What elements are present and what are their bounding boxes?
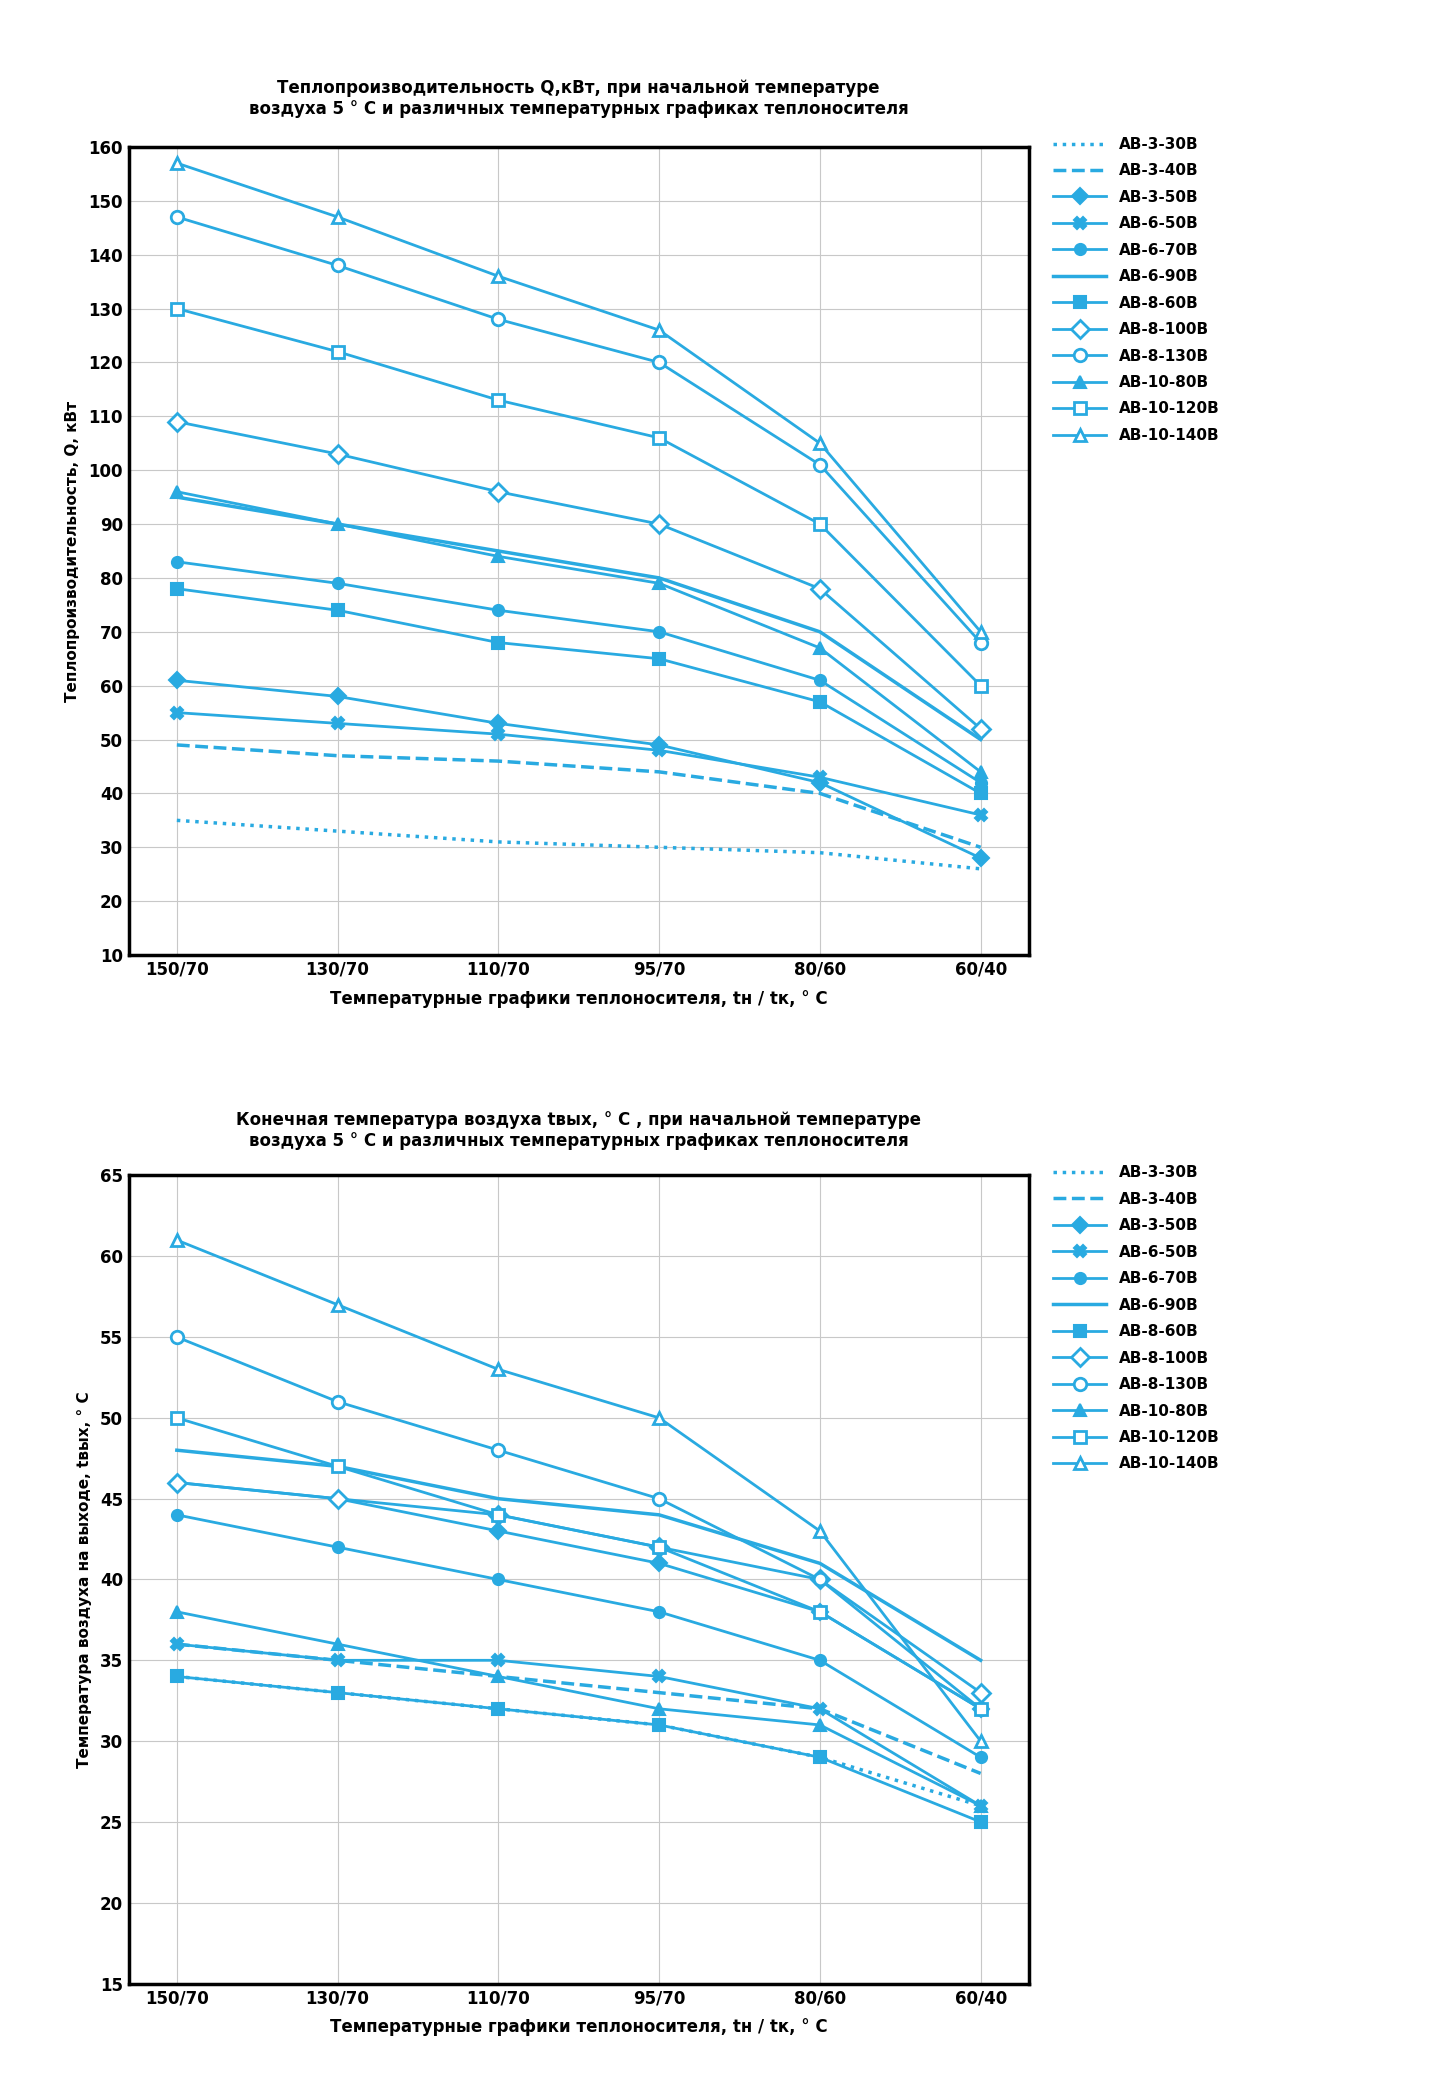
Legend: АВ-3-30В, АВ-3-40В, АВ-3-50В, АВ-6-50В, АВ-6-70В, АВ-6-90В, АВ-8-60В, АВ-8-100В,: АВ-3-30В, АВ-3-40В, АВ-3-50В, АВ-6-50В, … bbox=[1047, 130, 1226, 449]
Y-axis label: Температура воздуха на выходе, tвых, ° С: Температура воздуха на выходе, tвых, ° С bbox=[77, 1392, 91, 1767]
X-axis label: Температурные графики теплоносителя, tн / tк, ° С: Температурные графики теплоносителя, tн … bbox=[330, 2019, 827, 2036]
X-axis label: Температурные графики теплоносителя, tн / tк, ° С: Температурные графики теплоносителя, tн … bbox=[330, 991, 827, 1008]
Y-axis label: Теплопроизводительность, Q, кВт: Теплопроизводительность, Q, кВт bbox=[66, 401, 80, 701]
Text: Теплопроизводительность Q,кВт, при начальной температуре
воздуха 5 ° С и различн: Теплопроизводительность Q,кВт, при начал… bbox=[249, 80, 909, 118]
Legend: АВ-3-30В, АВ-3-40В, АВ-3-50В, АВ-6-50В, АВ-6-70В, АВ-6-90В, АВ-8-60В, АВ-8-100В,: АВ-3-30В, АВ-3-40В, АВ-3-50В, АВ-6-50В, … bbox=[1047, 1159, 1226, 1478]
Text: Конечная температура воздуха tвых, ° С , при начальной температуре
воздуха 5 ° С: Конечная температура воздуха tвых, ° С ,… bbox=[236, 1112, 922, 1150]
